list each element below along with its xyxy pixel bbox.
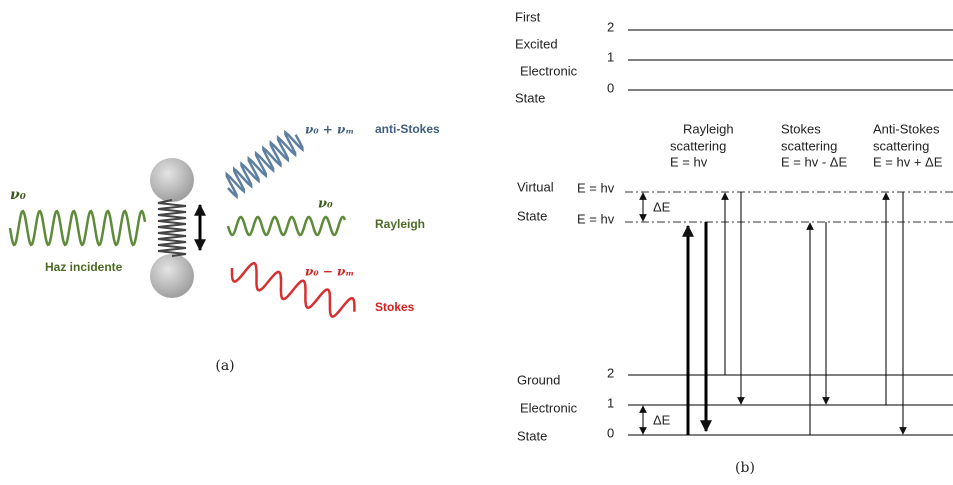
anti-stokes-freq: ν₀ + νₘ bbox=[305, 123, 354, 137]
caption: (b) bbox=[735, 460, 755, 476]
stokes-freq: ν₀ − νₘ bbox=[305, 265, 354, 279]
caption: (a) bbox=[215, 358, 234, 374]
column-header: Anti-Stokes bbox=[873, 121, 940, 136]
atom bbox=[150, 158, 194, 202]
level-number: 0 bbox=[607, 80, 614, 95]
atom bbox=[150, 254, 194, 298]
column-header: scattering bbox=[873, 138, 929, 153]
column-header: scattering bbox=[670, 138, 726, 153]
energy-label: E = hv bbox=[577, 180, 615, 195]
wave bbox=[10, 211, 145, 245]
energy-label: E = hv bbox=[577, 211, 615, 226]
gap-label: ΔE bbox=[653, 412, 671, 427]
state-label: State bbox=[517, 208, 547, 223]
column-header: E = hv - ΔE bbox=[781, 154, 847, 169]
level-number: 2 bbox=[607, 365, 614, 380]
state-label: Ground bbox=[517, 372, 560, 387]
stokes-name: Stokes bbox=[375, 300, 415, 314]
state-label: Electronic bbox=[520, 63, 578, 78]
column-header: Stokes bbox=[781, 121, 821, 136]
state-label: Electronic bbox=[520, 400, 578, 415]
rayleigh-name: Rayleigh bbox=[375, 217, 425, 231]
state-label: State bbox=[517, 428, 547, 443]
rayleigh-freq: ν₀ bbox=[318, 197, 333, 212]
incident-caption: Haz incidente bbox=[45, 260, 123, 274]
column-header: E = hv + ΔE bbox=[873, 154, 943, 169]
state-label: First bbox=[515, 9, 541, 24]
column-header: Rayleigh bbox=[683, 121, 734, 136]
wave bbox=[228, 217, 345, 235]
incident-label: ν₀ bbox=[10, 187, 26, 203]
column-header: scattering bbox=[781, 138, 837, 153]
level-number: 0 bbox=[607, 425, 614, 440]
spring bbox=[158, 200, 186, 256]
state-label: Virtual bbox=[517, 179, 554, 194]
anti-stokes-name: anti-Stokes bbox=[375, 122, 440, 136]
state-label: Excited bbox=[515, 36, 558, 51]
level-number: 1 bbox=[607, 49, 614, 64]
state-label: State bbox=[515, 90, 545, 105]
wave bbox=[227, 133, 303, 197]
gap-label: ΔE bbox=[653, 199, 671, 214]
figure: ν₀ Haz incidente ν₀ + νₘ anti-Stokes ν₀ … bbox=[0, 0, 953, 485]
level-number: 1 bbox=[607, 395, 614, 410]
column-header: E = hv bbox=[670, 154, 708, 169]
level-number: 2 bbox=[607, 19, 614, 34]
